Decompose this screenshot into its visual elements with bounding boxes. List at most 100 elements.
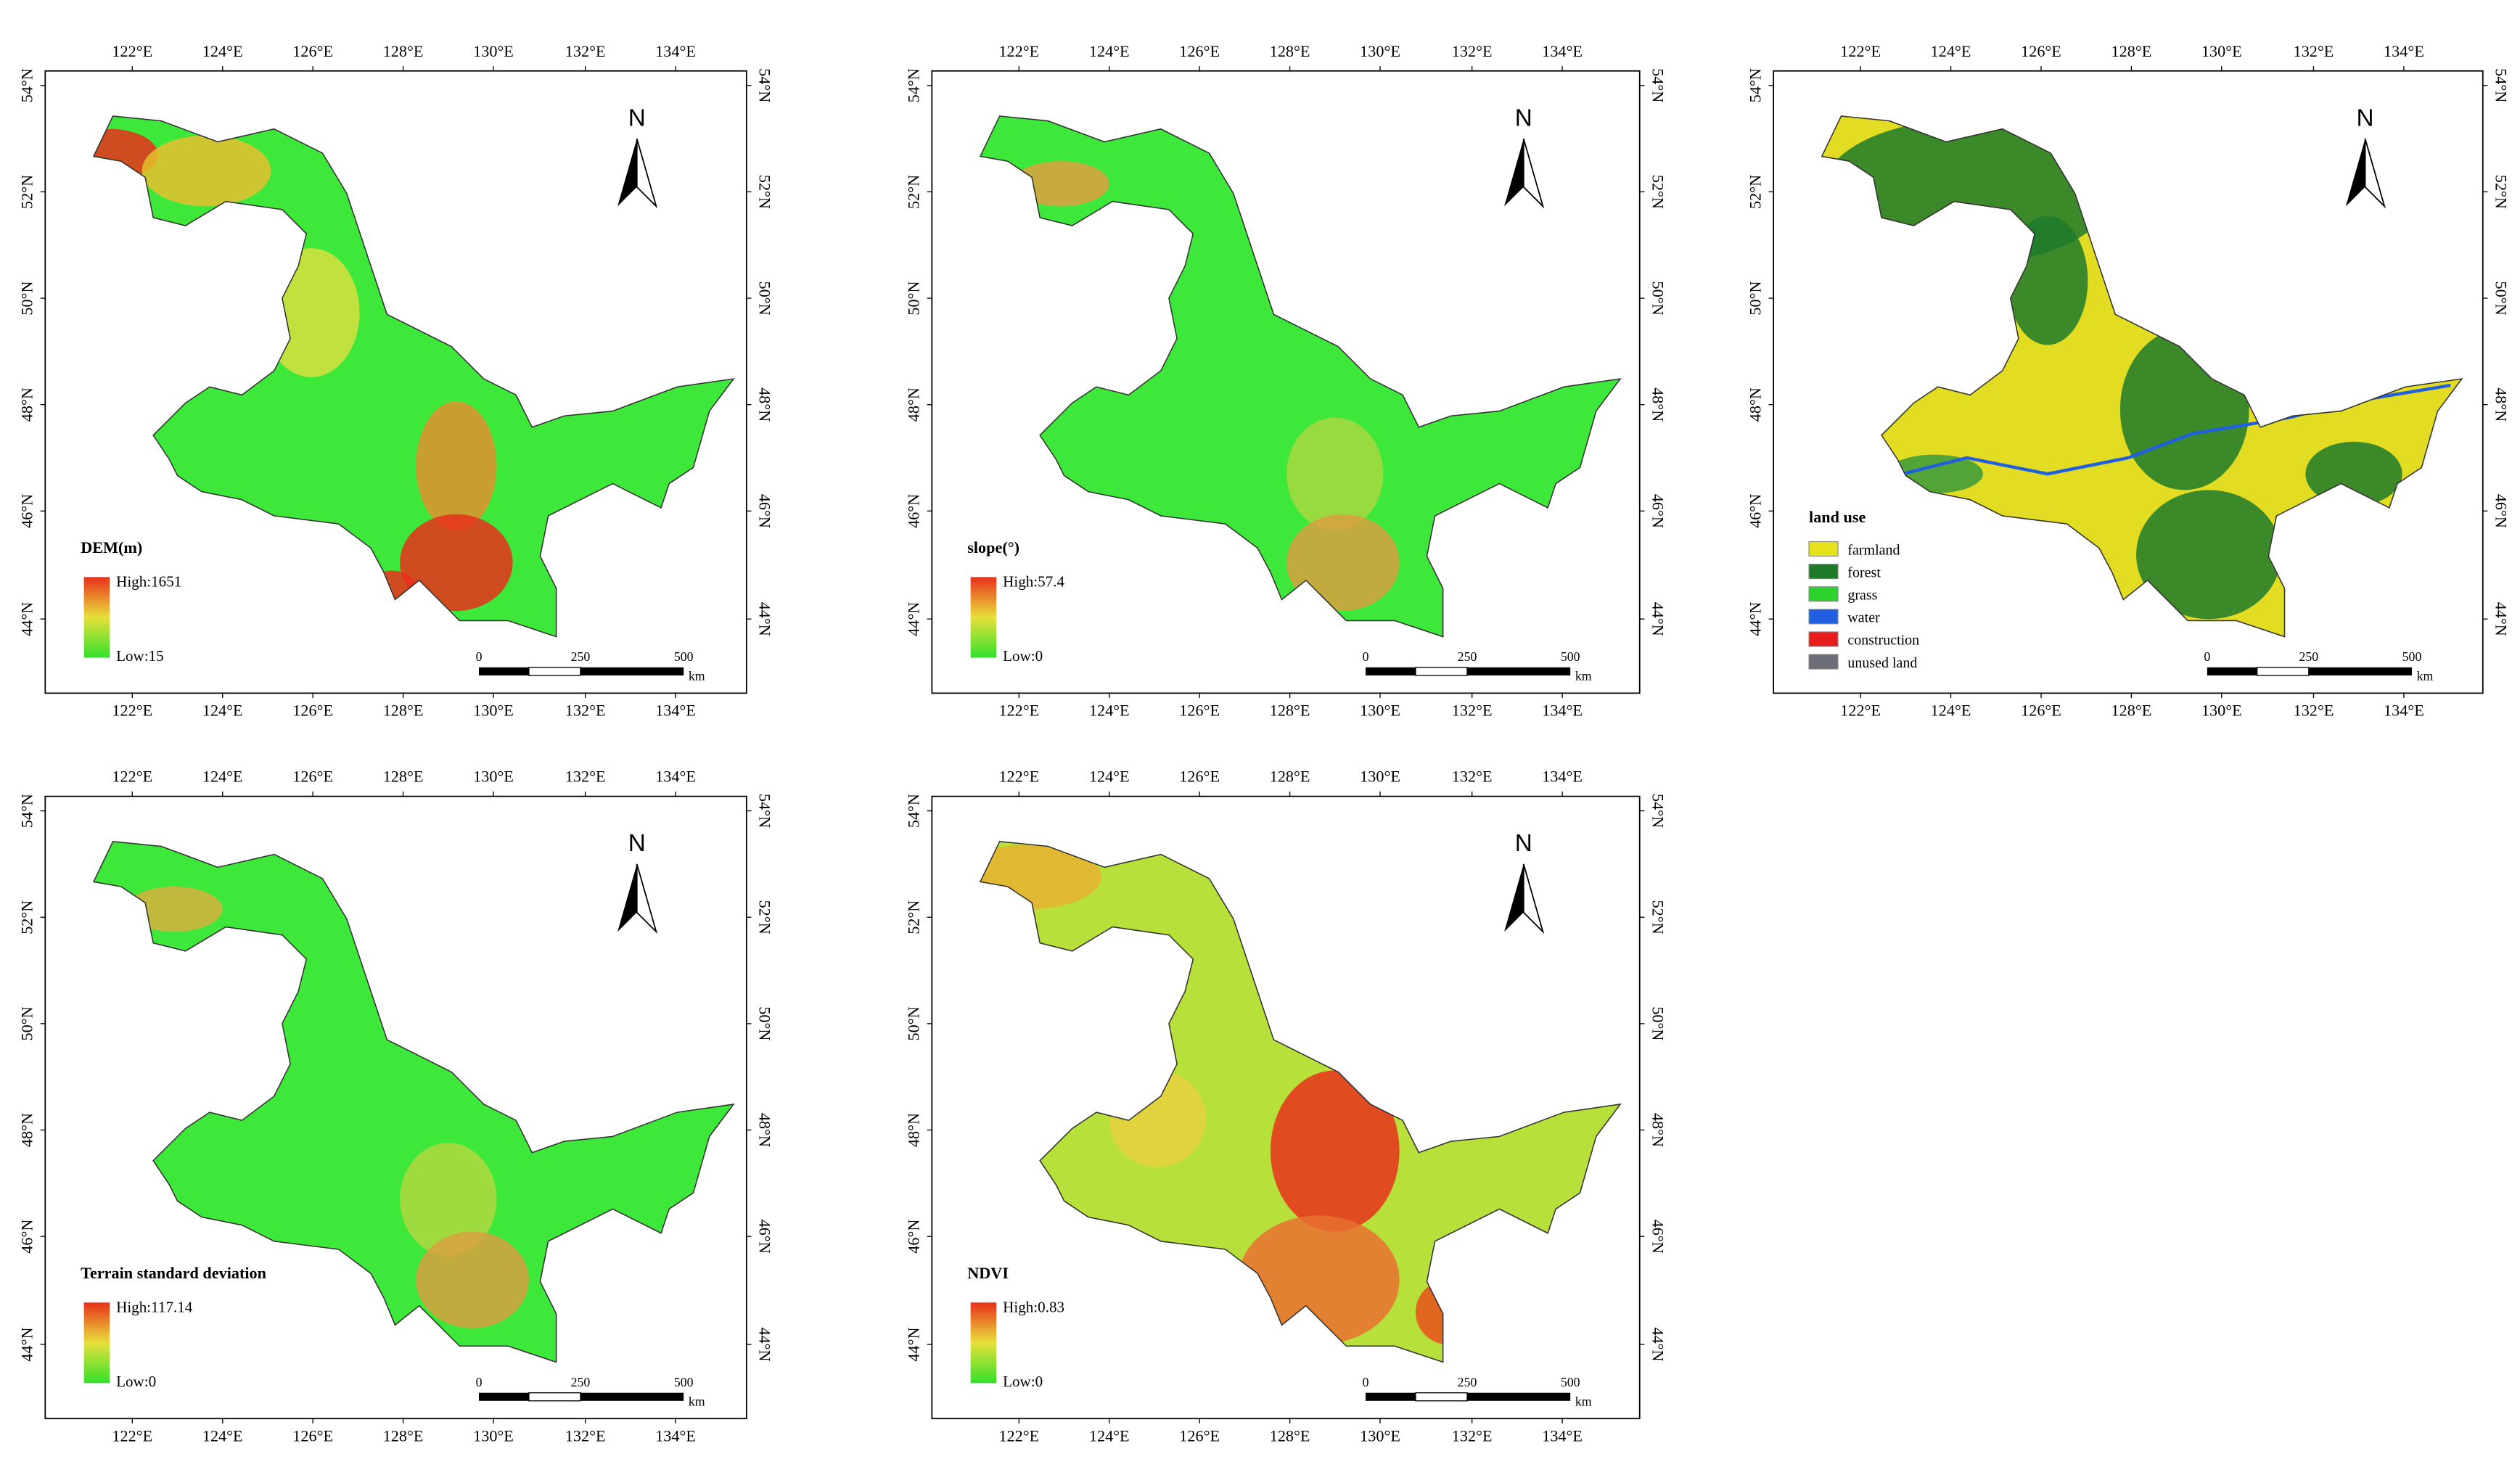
lon-label: 130°E [473,768,514,786]
region-fill [93,115,734,637]
lat-label: 54°N [1649,68,1667,102]
scale-seg [1366,1392,1416,1401]
scale-seg [1366,667,1416,675]
north-arrow [617,863,637,932]
lon-label: 132°E [565,42,606,60]
scale-seg [2257,667,2310,676]
legend-title: land use [1809,508,1866,526]
lon-label: 128°E [383,768,424,786]
north-arrow [617,139,637,207]
lon-label: 134°E [2384,702,2424,720]
north-arrow [1522,863,1545,934]
scale-label: 250 [1458,1375,1477,1389]
legend-ramp [83,577,110,658]
lat-label: 52°N [756,900,774,934]
lat-label: 52°N [18,900,36,934]
terrain-patch [141,135,271,207]
lon-label: 122°E [112,768,152,786]
lat-label: 46°N [1649,494,1667,528]
lat-label: 54°N [18,794,36,828]
lat-label: 52°N [1746,175,1764,209]
lat-label: 46°N [18,494,36,528]
lon-label: 130°E [1360,768,1400,786]
map-frame [931,70,1641,694]
legend-title: Terrain standard deviation [81,1264,266,1282]
lon-label: 124°E [202,42,243,60]
region-outline [979,840,1622,1363]
scale-label: 250 [571,1375,591,1389]
lon-label: 134°E [655,702,696,720]
legend-label: water [1847,610,1880,626]
map-frame [1773,70,2484,694]
lon-label: 130°E [473,702,514,720]
lon-label: 124°E [202,1426,243,1445]
lat-label: 46°N [1649,1220,1667,1254]
scale-label: 250 [1458,649,1477,664]
scale-label: 500 [2402,649,2422,664]
north-arrow [636,138,658,209]
map-panel: 122°E 122°E 124°E 124°E 126°E 126°E 128°E 128°E… [905,768,1667,1445]
lat-label: 48°N [1649,387,1667,422]
lon-label: 132°E [1452,702,1493,720]
scale-unit: km [1575,669,1592,683]
region-outline [92,840,735,1363]
lon-label: 130°E [2201,702,2242,720]
scale-seg [479,1392,529,1401]
legend-low: Low:0 [116,1373,156,1390]
lat-label: 52°N [2492,175,2511,209]
lat-label: 48°N [1649,1113,1667,1147]
lon-label: 124°E [1089,768,1130,786]
lat-label: 48°N [905,1113,923,1147]
region-fill [93,841,734,1363]
lat-label: 52°N [905,175,923,209]
lat-label: 46°N [756,1220,774,1254]
terrain-patch [1286,417,1384,530]
scale-seg [580,667,684,675]
scale-seg [1467,1392,1571,1401]
scale-unit: km [689,669,705,683]
legend-low: Low:15 [116,647,164,665]
lon-label: 128°E [383,42,424,60]
legend-high: High:57.4 [1003,573,1064,591]
lat-label: 54°N [905,68,923,102]
map-frame [44,795,747,1420]
terrain-patch [1012,161,1109,207]
legend-swatch [1808,541,1839,557]
lon-label: 134°E [1542,1426,1583,1445]
lat-label: 44°N [756,602,774,636]
lon-label: 132°E [1452,42,1493,60]
legend-swatch [1808,609,1839,625]
north-label: N [1515,104,1532,131]
lat-label: 48°N [1746,387,1764,422]
lon-label: 122°E [998,768,1039,786]
region-outline [979,115,1622,638]
scale-label: 500 [1561,649,1580,664]
lon-label: 126°E [1179,768,1220,786]
lat-label: 48°N [18,1113,36,1147]
north-arrow [2345,139,2365,207]
terrain-patch [980,845,1101,910]
terrain-patch [1270,1070,1400,1232]
lon-label: 128°E [383,1426,424,1445]
lat-label: 48°N [18,387,36,422]
lon-label: 124°E [1089,1426,1130,1445]
lon-label: 122°E [112,42,152,60]
lon-label: 132°E [565,768,606,786]
lat-label: 54°N [905,794,923,828]
region-pattern [1012,161,1400,612]
scale-label: 0 [476,1375,483,1389]
terrain-patch [400,514,513,612]
north-arrow [2364,138,2386,209]
lon-label: 122°E [998,42,1039,60]
lat-label: 50°N [1649,1006,1667,1040]
north-label: N [628,830,646,857]
scale-seg [528,1392,581,1402]
lon-label: 132°E [565,1426,606,1445]
north-arrow [1522,138,1545,209]
lon-label: 126°E [292,42,333,60]
legend-swatch [1808,631,1839,647]
map-panel: 122°E 122°E 124°E 124°E 126°E 126°E 128°E 128°E… [18,768,774,1445]
map-panel: 122°E 122°E 124°E 124°E 126°E 126°E 128°E 128°E… [18,42,774,720]
lat-label: 54°N [756,794,774,828]
lon-label: 132°E [2294,702,2334,720]
